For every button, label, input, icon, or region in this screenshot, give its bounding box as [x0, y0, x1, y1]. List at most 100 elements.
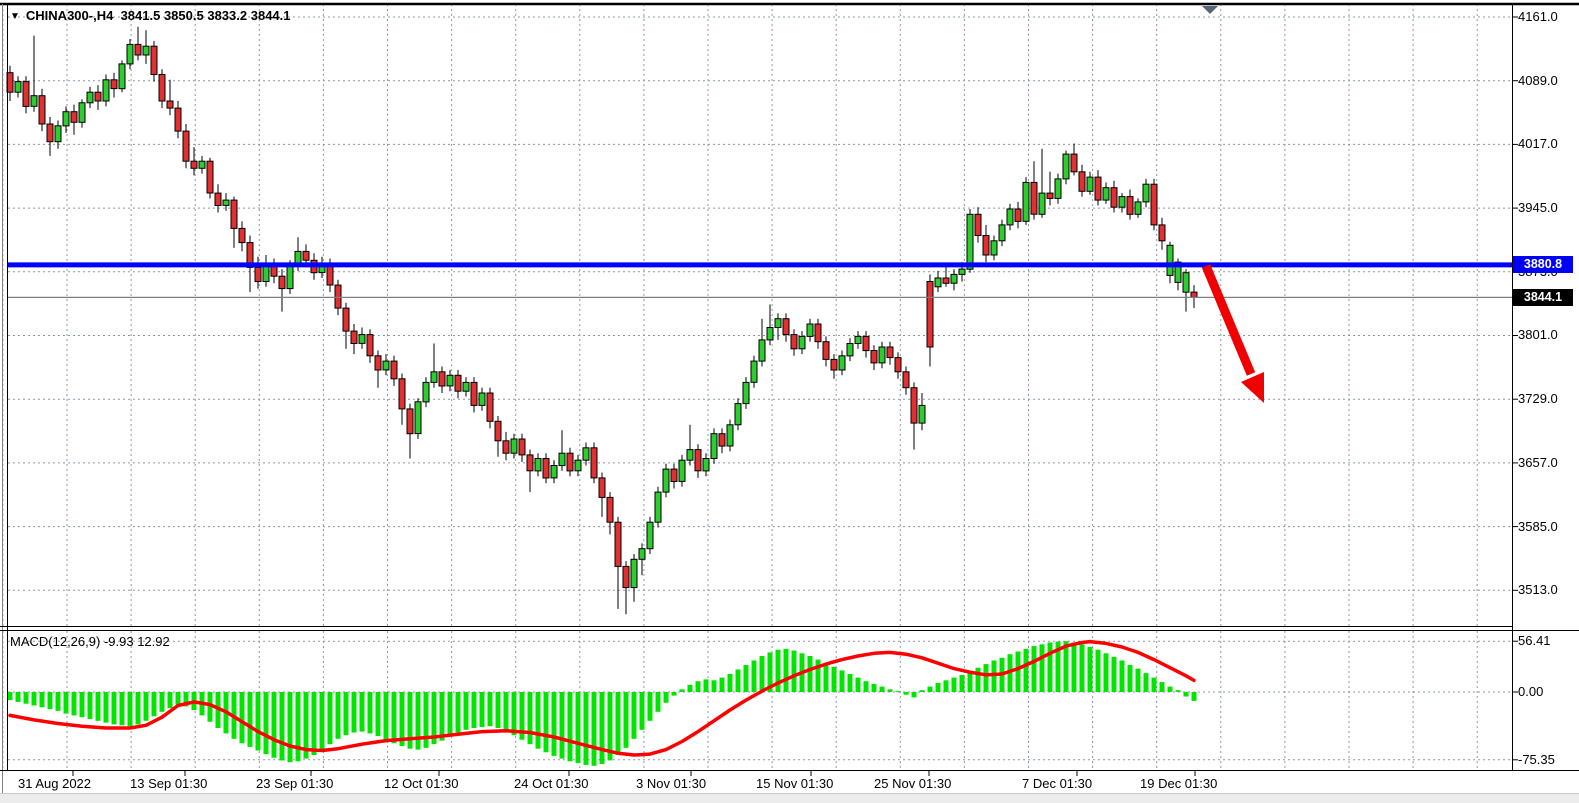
price-axis-label: 4017.0: [1518, 136, 1558, 151]
symbol-dropdown-icon[interactable]: ▼: [10, 11, 20, 22]
time-axis-label: 15 Nov 01:30: [756, 776, 834, 791]
candle: [558, 452, 566, 467]
candle: [94, 91, 102, 102]
candle: [206, 160, 214, 194]
trend-arrow-object[interactable]: [1201, 264, 1264, 403]
candle: [1182, 272, 1190, 293]
candle: [78, 102, 86, 123]
candle: [1030, 181, 1038, 215]
candle: [366, 334, 374, 357]
candle: [598, 477, 606, 498]
candle: [454, 374, 462, 392]
candle: [70, 111, 78, 123]
ohlc-close: 3844.1: [250, 8, 291, 23]
candle: [1006, 208, 1014, 226]
candle: [1070, 153, 1078, 173]
candle: [1166, 244, 1174, 276]
candle: [502, 440, 510, 454]
time-axis-label: 13 Sep 01:30: [130, 776, 208, 791]
candle: [158, 74, 166, 102]
price-axis-label: 3585.0: [1518, 519, 1558, 534]
time-axis-label: 23 Sep 01:30: [256, 776, 334, 791]
candle: [222, 199, 230, 206]
macd-histogram: [7, 641, 1197, 766]
candle: [494, 420, 502, 442]
candle: [910, 387, 918, 424]
candle: [334, 284, 342, 309]
candle: [782, 318, 790, 336]
candle: [358, 334, 366, 344]
candle: [86, 91, 94, 104]
candle: [702, 458, 710, 472]
candle: [230, 199, 238, 229]
candle: [198, 160, 206, 169]
candle: [814, 323, 822, 343]
candle: [774, 318, 782, 329]
candle: [750, 360, 758, 383]
current-price-badge: 3844.1: [1513, 289, 1573, 306]
candle: [1062, 153, 1070, 180]
candle: [142, 45, 150, 56]
candle: [430, 371, 438, 383]
candle: [54, 125, 62, 143]
candle: [1078, 171, 1086, 192]
candle: [982, 235, 990, 256]
chart-title: ▼ CHINA300-,H4 3841.5 3850.5 3833.2 3844.…: [10, 8, 291, 23]
candle: [790, 334, 798, 350]
candle: [102, 79, 110, 102]
indicator-signal-value: 12.92: [137, 634, 170, 649]
candle: [1158, 224, 1166, 242]
candle: [934, 277, 942, 288]
candle: [998, 224, 1006, 242]
candle: [286, 265, 294, 290]
candle: [510, 438, 518, 454]
candle: [966, 213, 974, 270]
candle: [694, 449, 702, 472]
candle: [374, 355, 382, 371]
candle: [1038, 192, 1046, 215]
time-axis-label: 19 Dec 01:30: [1140, 776, 1218, 791]
candle: [422, 381, 430, 403]
candle: [686, 449, 694, 461]
candle: [886, 346, 894, 359]
candle: [726, 424, 734, 447]
time-axis-label: 25 Nov 01:30: [874, 776, 952, 791]
indicator-axis-label: 56.41: [1518, 633, 1551, 648]
candle: [766, 327, 774, 341]
candle: [118, 63, 126, 90]
candle: [846, 343, 854, 357]
candle: [134, 43, 142, 56]
candle: [46, 123, 54, 143]
candle: [958, 268, 966, 275]
candle: [918, 404, 926, 424]
candle: [382, 360, 390, 371]
chart-shift-marker-icon[interactable]: [1202, 6, 1218, 14]
price-axis-label: 4161.0: [1518, 9, 1558, 24]
candle: [734, 403, 742, 426]
candle: [606, 496, 614, 523]
candle: [550, 465, 558, 479]
ohlc-low: 3833.2: [207, 8, 248, 23]
instrument-label: CHINA300-,H4: [25, 8, 114, 23]
candle: [518, 438, 526, 456]
candle: [1150, 183, 1158, 226]
candle: [742, 381, 750, 405]
price-axis-label: 3513.0: [1518, 582, 1558, 597]
candle: [798, 335, 806, 350]
candle: [30, 95, 38, 107]
candle: [534, 458, 542, 472]
price-axis-label: 3729.0: [1518, 391, 1558, 406]
candle: [390, 360, 398, 380]
candle: [902, 371, 910, 389]
candle: [670, 468, 678, 483]
candle: [254, 266, 262, 283]
price-axis-label: 4089.0: [1518, 73, 1558, 88]
candle: [894, 357, 902, 373]
candle: [974, 213, 982, 237]
candle: [62, 111, 70, 127]
price-axis-label: 3801.0: [1518, 327, 1558, 342]
time-axis-label: 24 Oct 01:30: [514, 776, 589, 791]
candle: [806, 323, 814, 337]
candle: [1102, 187, 1110, 201]
